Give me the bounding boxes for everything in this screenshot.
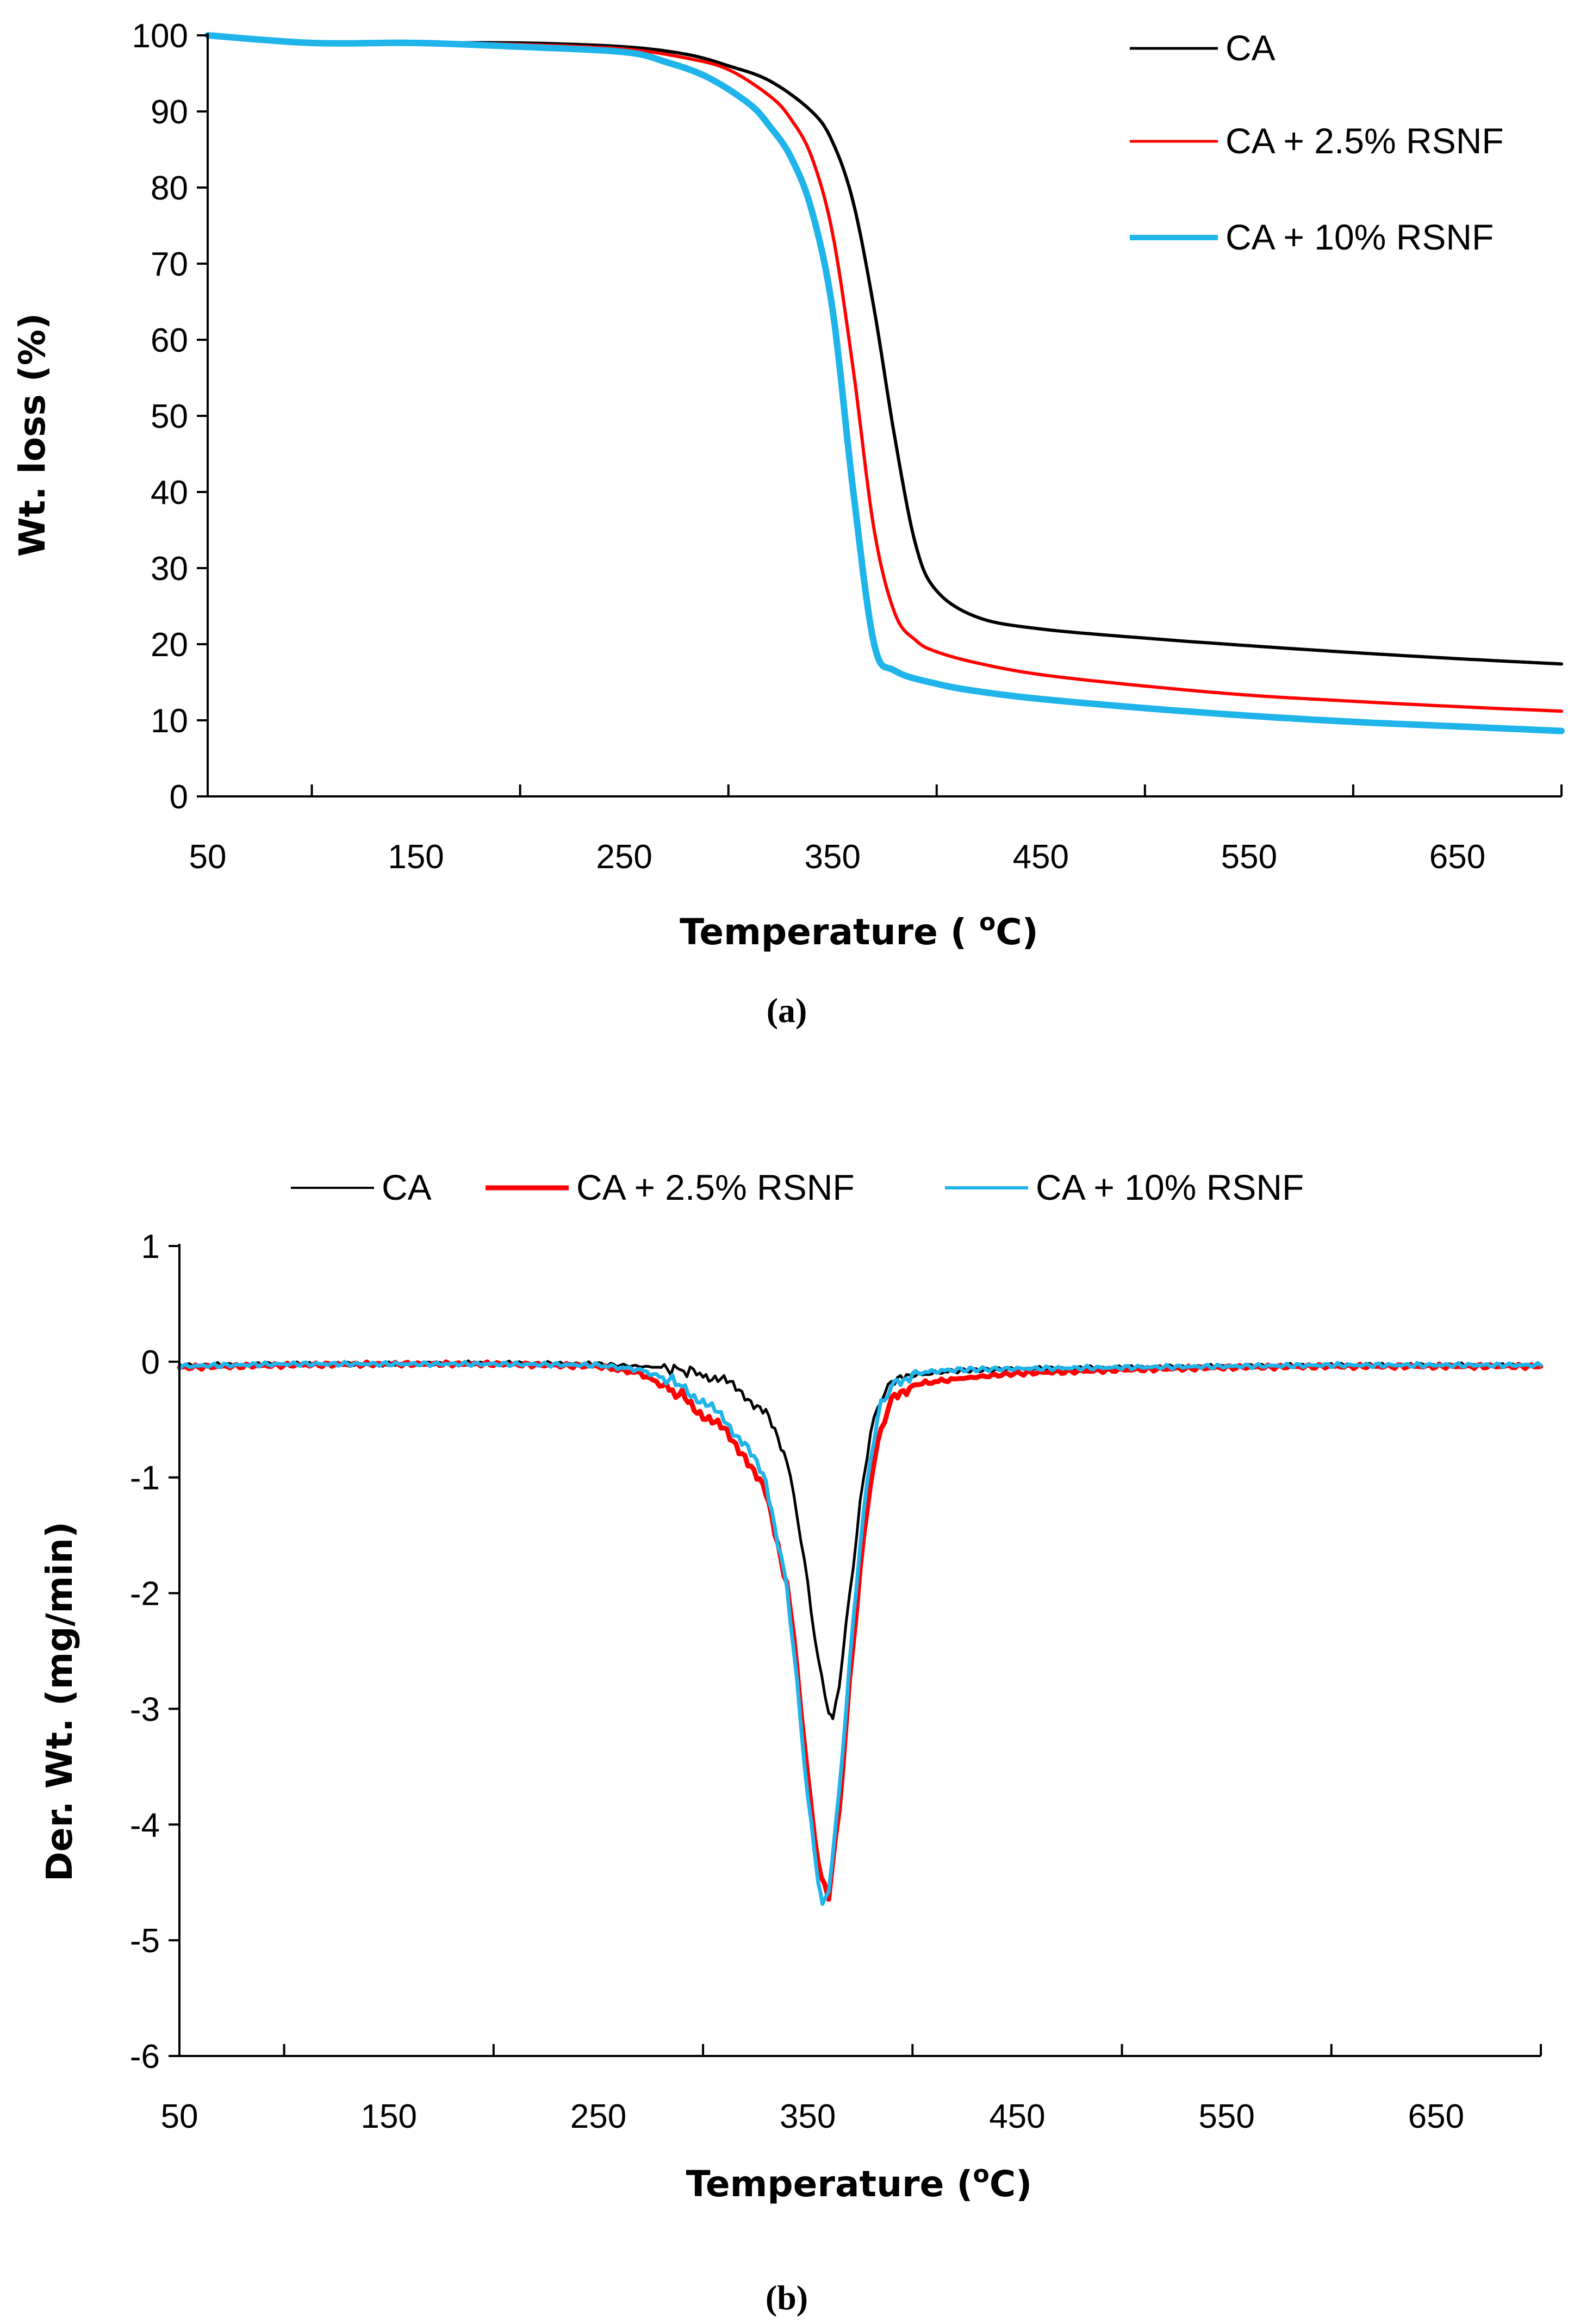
x-tick-label-a: 650 [1429, 838, 1485, 876]
legend-label-rsnf10-b: CA + 10% RSNF [1036, 1167, 1304, 1207]
legend-label-rsnf25-a: CA + 2.5% RSNF [1225, 121, 1504, 161]
y-tick-label-a: 0 [170, 778, 188, 816]
y-tick-label-a: 100 [132, 17, 188, 55]
legend-a: CA CA + 2.5% RSNF CA + 10% RSNF [1130, 28, 1504, 257]
x-tick-label-b: 550 [1198, 2098, 1254, 2135]
y-tick-marks-b [169, 1245, 179, 2057]
y-tick-label-a: 80 [151, 170, 188, 207]
x-axis-title-a: Temperature ( oC) [680, 908, 1038, 953]
series-group-b [177, 1359, 1544, 1906]
legend-label-ca-b: CA [382, 1167, 432, 1207]
y-tick-label-a: 50 [151, 398, 188, 435]
y-tick-label-a: 10 [151, 702, 188, 740]
series-group-a [204, 32, 1565, 734]
x-tick-label-b: 450 [989, 2098, 1045, 2135]
legend-label-rsnf25-b: CA + 2.5% RSNF [576, 1167, 855, 1207]
legend-label-rsnf10-a: CA + 10% RSNF [1225, 217, 1494, 257]
y-tick-label-b: -3 [130, 1691, 160, 1728]
legend-b: CA CA + 2.5% RSNF CA + 10% RSNF [291, 1167, 1304, 1207]
x-tick-label-b: 150 [361, 2098, 417, 2135]
y-tick-label-a: 60 [151, 322, 188, 359]
x-axis-title-b: Temperature (oC) [686, 2160, 1032, 2205]
caption-b: (b) [766, 2278, 808, 2317]
x-tick-label-a: 50 [189, 838, 227, 876]
x-tick-label-b: 250 [570, 2098, 626, 2135]
y-tick-label-a: 90 [151, 94, 188, 131]
y-tick-marks-a [197, 34, 208, 797]
y-tick-label-a: 20 [151, 626, 188, 664]
series-line-a-2 [204, 32, 1565, 734]
x-tick-label-a: 150 [388, 838, 444, 876]
y-tick-label-a: 40 [151, 474, 188, 512]
y-tick-label-b: -4 [130, 1806, 160, 1844]
y-axis-title-a: Wt. loss (%) [11, 313, 53, 557]
y-tick-label-a: 30 [151, 550, 188, 588]
x-tick-marks-b [283, 2044, 1542, 2056]
y-tick-label-b: -5 [130, 1922, 160, 1960]
series-line-b-1 [177, 1359, 1544, 1902]
caption-a: (a) [767, 991, 807, 1030]
x-tick-label-b: 650 [1408, 2098, 1464, 2135]
y-tick-label-b: 1 [141, 1228, 160, 1266]
y-tick-label-a: 70 [151, 246, 188, 283]
x-tick-label-a: 350 [805, 838, 861, 876]
chart-b: CA CA + 2.5% RSNF CA + 10% RSNF -6 -5 -4 -3… [39, 1167, 1544, 2317]
y-tick-label-b: -2 [130, 1575, 160, 1613]
legend-label-ca-a: CA [1225, 28, 1276, 68]
y-tick-label-b: -1 [130, 1460, 160, 1497]
series-line-b-2 [177, 1360, 1543, 1906]
y-tick-label-b: -6 [130, 2038, 160, 2076]
y-axis-title-b: Der. Wt. (mg/min) [39, 1522, 80, 1881]
series-line-a-0 [206, 34, 1563, 666]
y-tick-label-b: 0 [141, 1344, 160, 1381]
x-tick-label-b: 50 [161, 2098, 198, 2135]
x-tick-marks-a [310, 784, 1563, 796]
x-tick-label-a: 250 [596, 838, 652, 876]
y-tick-labels-b: -6 -5 -4 -3 -2 -1 0 1 [130, 1228, 160, 2076]
x-tick-labels-a: 50 150 250 350 450 550 650 [189, 838, 1486, 876]
x-tick-label-b: 350 [780, 2098, 836, 2135]
x-tick-label-a: 550 [1221, 838, 1277, 876]
x-tick-label-a: 450 [1013, 838, 1069, 876]
y-tick-labels-a: 0 10 20 30 40 50 60 70 80 90 100 [132, 17, 188, 816]
x-tick-labels-b: 50 150 250 350 450 550 650 [161, 2098, 1465, 2135]
chart-a: 0 10 20 30 40 50 60 70 80 90 100 50 150 250 350 450 550… [11, 17, 1565, 1030]
